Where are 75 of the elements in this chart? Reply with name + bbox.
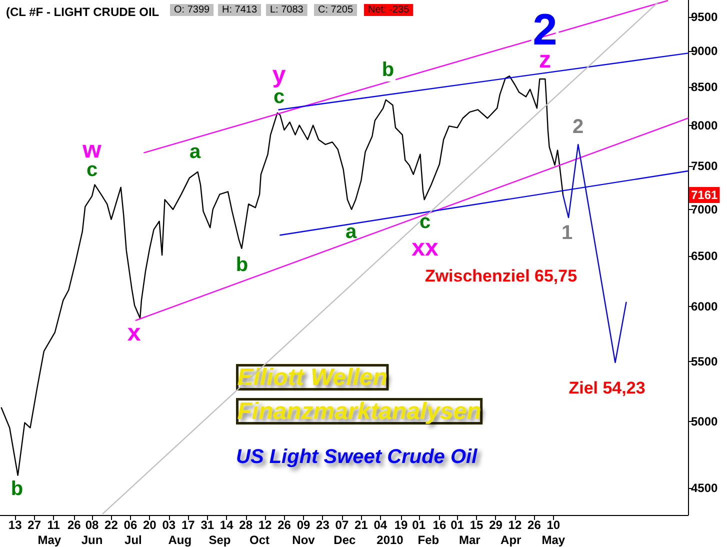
y-tick-label: 6500 (691, 249, 718, 264)
x-tick-label: 22 (104, 518, 118, 532)
annotation: Ziel 54,23 (568, 378, 646, 398)
y-tick-label: 6000 (691, 300, 718, 314)
x-tick-label: 29 (489, 518, 503, 532)
x-tick-label: 01 (450, 518, 464, 532)
x-tick-label: 17 (181, 518, 196, 532)
annotation: US Light Sweet Crude Oil (236, 446, 478, 468)
x-tick-label: 31 (200, 518, 214, 532)
annotation: xx (412, 234, 439, 262)
x2-tick-label: Mar (458, 533, 481, 547)
x2-tick-label: May (38, 533, 62, 547)
x-tick-label: 14 (220, 518, 234, 532)
x-tick-label: 04 (374, 518, 388, 532)
annotation: Net: -235 (368, 4, 410, 16)
x-tick-label: 07 (335, 518, 349, 532)
x2-tick-label: May (542, 533, 566, 547)
annotation: C: 7205 (318, 4, 354, 16)
y-tick-label: 9500 (691, 10, 718, 24)
y-tick-label: 7500 (691, 158, 718, 173)
x-tick-label: 20 (143, 518, 157, 532)
x-tick-label: 21 (354, 518, 368, 532)
annotation: 1 (561, 222, 573, 244)
x-tick-label: 16 (432, 518, 446, 532)
x2-tick-label: Aug (168, 533, 192, 547)
y-tick-label: 5000 (691, 414, 718, 428)
x-tick-label: 12 (508, 518, 522, 532)
x2-tick-label: Dec (334, 533, 356, 547)
x-tick-label: 11 (47, 518, 60, 532)
annotation: L: 7083 (270, 4, 304, 16)
x2-tick-label: Nov (292, 533, 316, 547)
x-tick-label: 03 (162, 518, 176, 532)
y-tick-label: 8000 (691, 118, 718, 132)
x-tick-label: 06 (124, 518, 138, 532)
annotation: a (345, 221, 358, 243)
annotation: H: 7413 (222, 4, 258, 16)
y-tick-label: 8500 (691, 80, 718, 94)
annotation: O: 7399 (174, 4, 210, 16)
annotation: c (273, 86, 285, 108)
x-tick-label: 26 (528, 518, 542, 532)
x2-tick-label: Sep (208, 533, 231, 547)
x2-tick-label: Oct (250, 533, 270, 547)
chart-title: (CL #F - LIGHT CRUDE OIL (6, 5, 160, 19)
x-tick-label: 12 (258, 518, 272, 532)
x-tick-label: 10 (546, 518, 560, 532)
x2-tick-label: Feb (418, 533, 440, 547)
x-tick-label: 15 (470, 518, 484, 532)
y-tick-label: 9000 (691, 44, 718, 58)
annotation: c (419, 211, 431, 233)
x-tick-label: 23 (316, 518, 330, 532)
x2-tick-label: Apr (500, 533, 522, 547)
y-tick-label: 7000 (691, 202, 718, 216)
annotation: b (382, 59, 394, 81)
x-tick-label: 01 (412, 518, 426, 532)
annotation: b (10, 478, 24, 500)
x-tick-label: 19 (394, 518, 408, 532)
annotation: Zwischenziel 65,75 (424, 266, 578, 286)
annotation: x (127, 320, 142, 346)
y-tick-label: 5500 (691, 354, 718, 368)
x-tick-label: 08 (85, 518, 99, 532)
x-tick-label: 27 (28, 518, 42, 532)
text: 7161 (691, 188, 718, 202)
annotation: a (189, 141, 202, 163)
annotation: b (236, 254, 248, 276)
x-tick-label: 09 (296, 518, 310, 532)
annotation: y (272, 62, 286, 88)
x-tick-label: 13 (8, 518, 22, 532)
annotation: 2 (572, 116, 584, 138)
x2-tick-label: Jun (81, 533, 103, 547)
x2-tick-label: Jul (124, 533, 142, 547)
x2-tick-label: 2010 (376, 533, 404, 547)
x-tick-label: 28 (239, 518, 253, 532)
y-tick-label: 4500 (691, 480, 718, 495)
x-tick-label: 26 (67, 518, 82, 532)
x-tick-label: 26 (278, 518, 292, 532)
